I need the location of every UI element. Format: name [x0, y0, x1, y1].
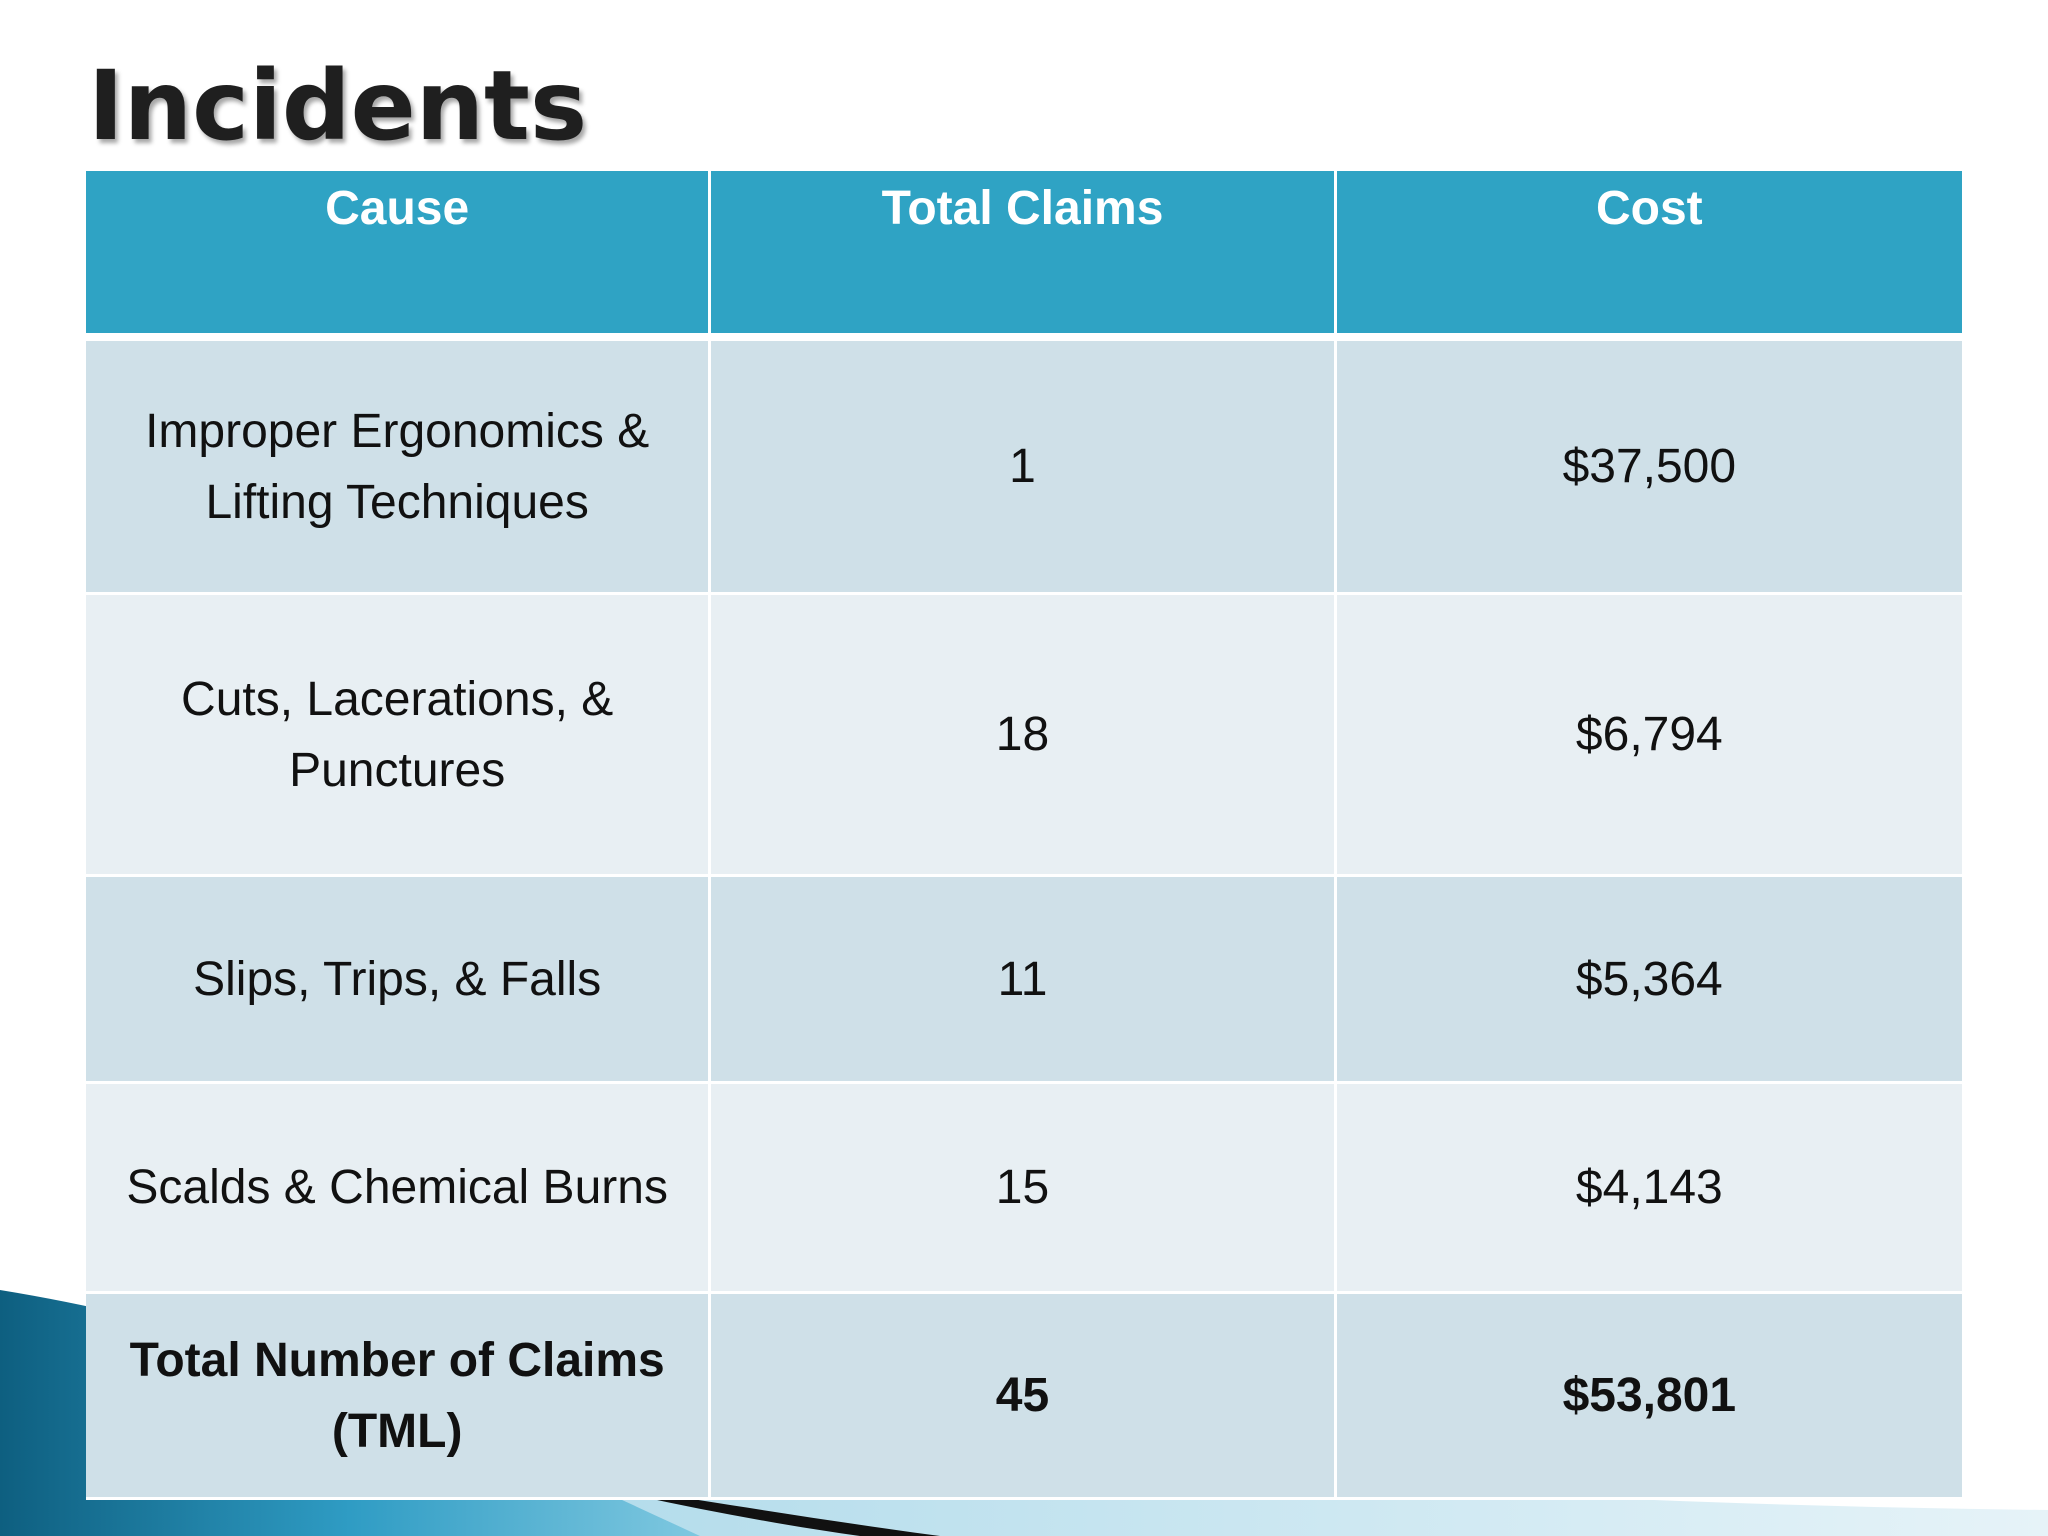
claims-cell: 15 [711, 1084, 1337, 1294]
table-body: Improper Ergonomics & Lifting Techniques… [86, 341, 1962, 1500]
claims-cell: 1 [711, 341, 1337, 595]
header-row: Cause Total Claims Cost [86, 171, 1962, 341]
cause-text-line1: Improper Ergonomics & [145, 404, 650, 458]
table-row: Cuts, Lacerations, & Punctures 18 $6,794 [86, 595, 1962, 877]
table-row: Scalds & Chemical Burns 15 $4,143 [86, 1084, 1962, 1294]
claims-cell: 11 [711, 877, 1337, 1084]
cost-cell: $6,794 [1336, 595, 1962, 877]
page-title: Incidents [88, 50, 588, 162]
column-header-total-claims: Total Claims [711, 171, 1337, 341]
table-row: Slips, Trips, & Falls 11 $5,364 [86, 877, 1962, 1084]
total-row: Total Number of Claims (TML) 45 $53,801 [86, 1294, 1962, 1500]
cause-text-line2: Lifting Techniques [205, 475, 589, 529]
cause-text-line1: Scalds & Chemical Burns [126, 1161, 668, 1214]
column-header-cause: Cause [86, 171, 712, 341]
cause-cell: Scalds & Chemical Burns [86, 1084, 712, 1294]
cause-cell: Slips, Trips, & Falls [86, 877, 712, 1084]
cause-text-line2: Punctures [289, 743, 506, 797]
total-label-cell: Total Number of Claims (TML) [86, 1294, 712, 1500]
total-label-line2: (TML) [331, 1404, 463, 1458]
column-header-cost: Cost [1336, 171, 1962, 341]
cost-cell: $37,500 [1336, 341, 1962, 595]
total-label-line1: Total Number of Claims [129, 1333, 665, 1387]
total-cost-cell: $53,801 [1336, 1294, 1962, 1500]
cause-cell: Improper Ergonomics & Lifting Techniques [86, 341, 712, 595]
total-claims-cell: 45 [711, 1294, 1337, 1500]
cost-cell: $5,364 [1336, 877, 1962, 1084]
table-row: Improper Ergonomics & Lifting Techniques… [86, 341, 1962, 595]
cause-text-line1: Cuts, Lacerations, & [181, 672, 614, 726]
cost-cell: $4,143 [1336, 1084, 1962, 1294]
cause-cell: Cuts, Lacerations, & Punctures [86, 595, 712, 877]
table-header: Cause Total Claims Cost [86, 171, 1962, 341]
claims-cell: 18 [711, 595, 1337, 877]
cause-text-line1: Slips, Trips, & Falls [193, 952, 602, 1006]
incidents-table: Cause Total Claims Cost Improper Ergonom… [86, 171, 1962, 1500]
